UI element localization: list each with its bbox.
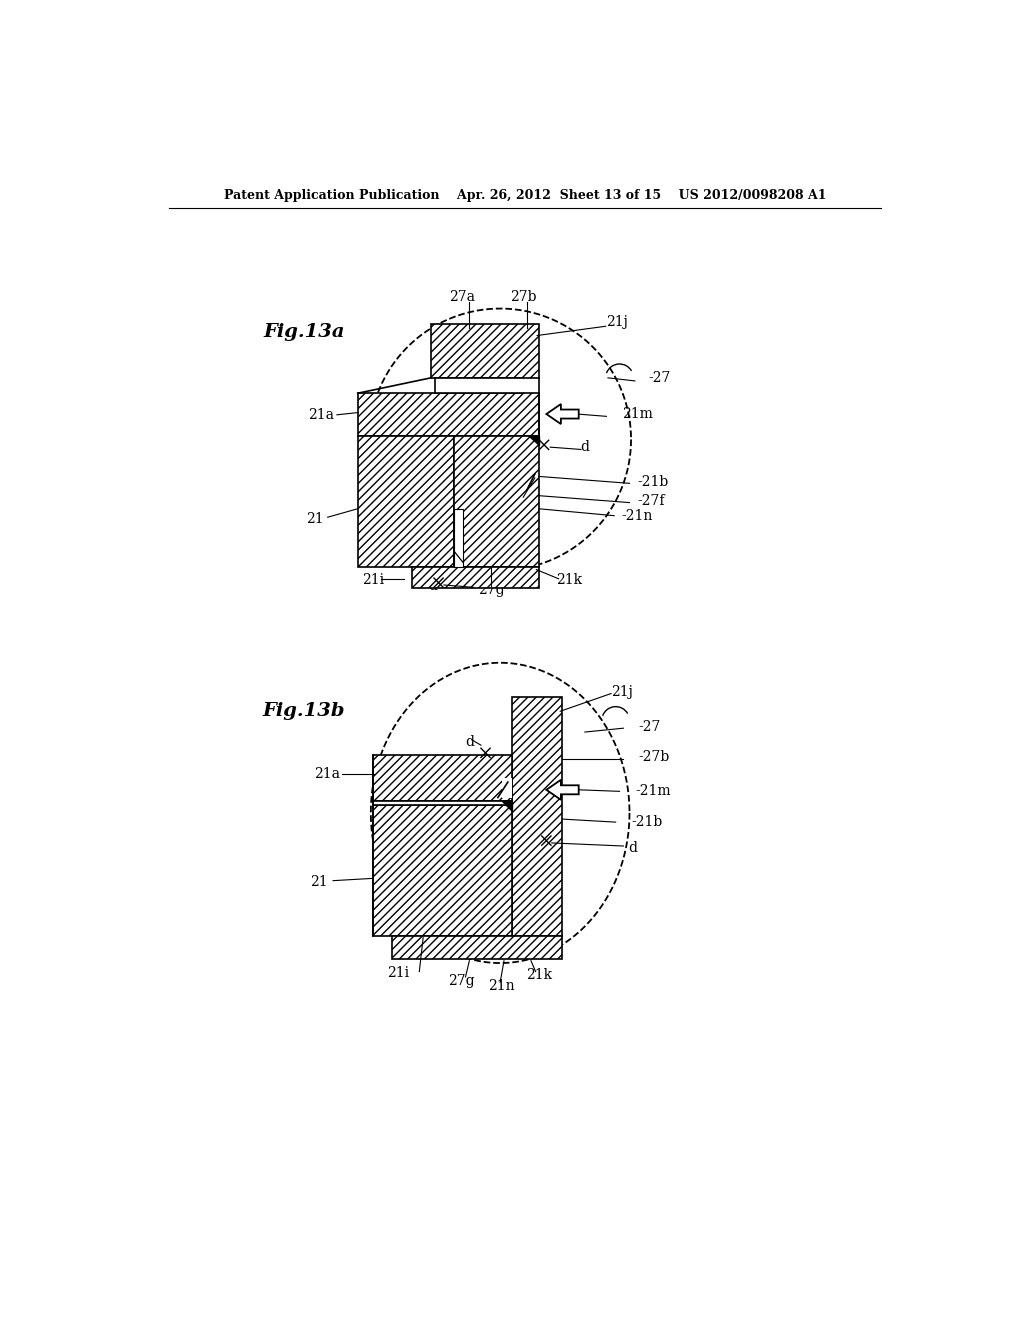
Text: 27g: 27g <box>477 582 504 597</box>
Polygon shape <box>503 801 512 810</box>
Text: 21i: 21i <box>362 573 384 587</box>
Text: 21m: 21m <box>622 407 652 421</box>
Text: d: d <box>581 440 590 454</box>
Text: 21a: 21a <box>308 408 334 422</box>
Text: -21n: -21n <box>622 510 653 524</box>
Polygon shape <box>529 436 539 445</box>
Text: 27b: 27b <box>510 290 537 304</box>
Text: -27: -27 <box>648 371 671 385</box>
Text: 21j: 21j <box>611 685 633 700</box>
Text: 21a: 21a <box>314 767 340 781</box>
Text: -27f: -27f <box>637 494 665 508</box>
Text: -21b: -21b <box>631 816 663 829</box>
Polygon shape <box>357 393 539 436</box>
Text: Fig.13b: Fig.13b <box>262 702 345 721</box>
Text: -21b: -21b <box>637 475 669 488</box>
Text: d: d <box>628 841 637 854</box>
Text: Patent Application Publication    Apr. 26, 2012  Sheet 13 of 15    US 2012/00982: Patent Application Publication Apr. 26, … <box>223 189 826 202</box>
Bar <box>503 779 512 797</box>
Text: 21: 21 <box>310 875 328 890</box>
Text: 27a: 27a <box>449 290 475 304</box>
Text: 21j: 21j <box>606 315 628 330</box>
Text: -27b: -27b <box>639 751 670 764</box>
Polygon shape <box>547 780 579 800</box>
Text: d: d <box>429 578 437 593</box>
Text: 21n: 21n <box>488 979 515 993</box>
Polygon shape <box>454 436 539 566</box>
Text: -27: -27 <box>639 719 662 734</box>
Polygon shape <box>357 436 454 566</box>
Text: 21k: 21k <box>525 968 552 982</box>
Text: Fig.13a: Fig.13a <box>263 322 344 341</box>
Text: -21m: -21m <box>635 784 671 799</box>
Polygon shape <box>547 404 579 424</box>
Polygon shape <box>512 697 562 936</box>
Text: 27g: 27g <box>449 974 475 987</box>
Polygon shape <box>412 566 539 589</box>
Bar <box>435 378 523 393</box>
Polygon shape <box>373 805 512 936</box>
Polygon shape <box>392 936 562 960</box>
Text: 21i: 21i <box>387 966 410 979</box>
Bar <box>454 508 463 566</box>
Text: 21: 21 <box>306 512 325 525</box>
Polygon shape <box>431 323 539 378</box>
Polygon shape <box>373 755 512 801</box>
Bar <box>373 801 512 805</box>
Text: d: d <box>465 735 474 748</box>
Text: 21k: 21k <box>556 573 583 587</box>
